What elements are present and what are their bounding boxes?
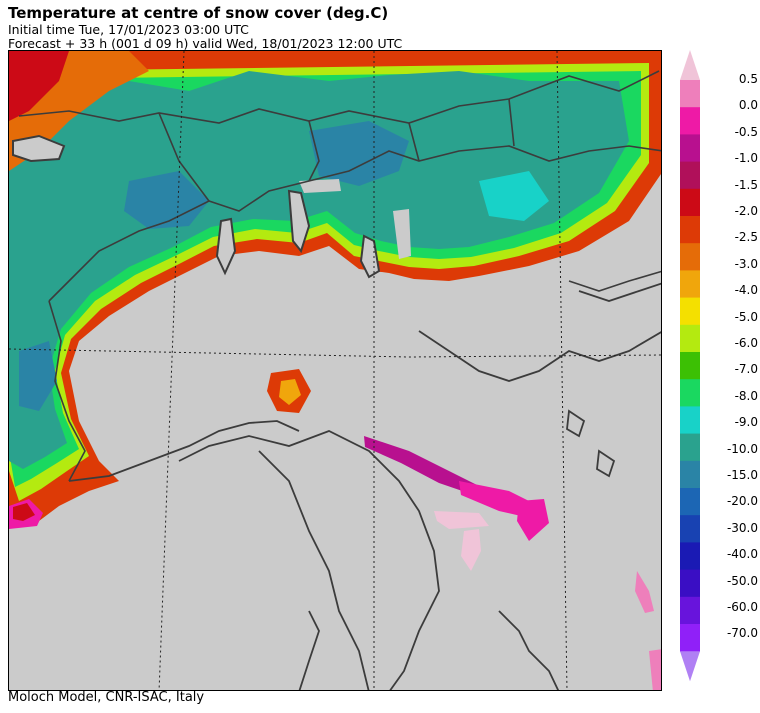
legend-swatch bbox=[680, 188, 700, 217]
border-france-italy bbox=[48, 300, 86, 482]
legend-bottom-arrow bbox=[680, 651, 700, 682]
coast-adriatic-islands bbox=[566, 409, 586, 438]
legend-swatch bbox=[680, 624, 700, 652]
legend-swatch bbox=[680, 216, 700, 244]
lake-como bbox=[287, 189, 311, 254]
map-title: Temperature at centre of snow cover (deg… bbox=[8, 4, 389, 22]
borders-layer bbox=[18, 70, 661, 482]
legend-swatch bbox=[680, 542, 700, 571]
coastlines-layer bbox=[68, 282, 661, 690]
snow-core-colder-3 bbox=[19, 341, 57, 411]
legend-label: -40.0 bbox=[726, 547, 758, 562]
valley-adige-gap bbox=[299, 179, 341, 193]
legend-label: -4.0 bbox=[734, 283, 758, 298]
border-switzerland-inner bbox=[158, 112, 320, 202]
legend-label: -8.0 bbox=[734, 388, 758, 403]
apennine-snow-5 bbox=[434, 511, 489, 529]
legend-top-arrow bbox=[680, 50, 700, 80]
snow-edge-cyan bbox=[479, 171, 549, 221]
legend-bar bbox=[680, 50, 700, 682]
legend-label: -50.0 bbox=[726, 573, 758, 588]
valley-po-gap bbox=[393, 209, 411, 259]
legend-swatch bbox=[680, 324, 700, 353]
border-alps-italy bbox=[48, 145, 661, 302]
legend-swatch bbox=[680, 107, 700, 135]
coast-adriatic bbox=[418, 330, 661, 382]
snow-warm-corner-red bbox=[9, 51, 69, 121]
legend-swatch bbox=[680, 243, 700, 271]
legend-swatch bbox=[680, 488, 700, 516]
apennine-snow-8 bbox=[635, 571, 654, 613]
coast-corsica bbox=[298, 610, 320, 690]
legend-label: -1.0 bbox=[734, 151, 758, 166]
snow-field-layer bbox=[9, 51, 661, 690]
legend-label: -60.0 bbox=[726, 600, 758, 614]
legend-swatch bbox=[680, 134, 700, 163]
coast-adriatic-east bbox=[578, 282, 661, 302]
forecast-validity: Forecast + 33 h (001 d 09 h) valid Wed, … bbox=[8, 36, 403, 51]
legend-label: -1.5 bbox=[734, 177, 758, 192]
legend-label: -6.0 bbox=[734, 336, 758, 350]
coast-ligurian bbox=[68, 420, 300, 482]
legend-swatch bbox=[680, 352, 700, 380]
lake-maggiore bbox=[215, 217, 237, 276]
initial-time: Initial time Tue, 17/01/2023 03:00 UTC bbox=[8, 22, 249, 37]
model-credit: Moloch Model, CNR-ISAC, Italy bbox=[8, 690, 205, 705]
legend-swatch bbox=[680, 161, 700, 190]
forecast-map bbox=[8, 50, 662, 691]
coast-sardinia bbox=[498, 610, 560, 690]
legend-label: -10.0 bbox=[726, 441, 758, 456]
graticule-meridian-3 bbox=[556, 51, 568, 690]
legend-swatch bbox=[680, 596, 700, 625]
legend-swatch bbox=[680, 569, 700, 598]
apennine-snow-7 bbox=[517, 499, 549, 541]
legend-label: -3.0 bbox=[734, 256, 758, 271]
snow-bottom-left-red bbox=[13, 503, 35, 521]
legend-label: -2.0 bbox=[734, 204, 758, 218]
legend-swatch bbox=[680, 80, 700, 108]
coast-tyrrhenian bbox=[178, 430, 440, 690]
legend-label: -30.0 bbox=[726, 520, 758, 535]
apennine-snow-3 bbox=[364, 436, 479, 496]
legend-swatch bbox=[680, 433, 700, 462]
legend-swatch bbox=[680, 297, 700, 326]
apennine-snow-2 bbox=[279, 379, 301, 405]
legend-label: 0.5 bbox=[738, 72, 758, 86]
legend-label: -7.0 bbox=[734, 362, 758, 377]
graticule-parallel-1 bbox=[9, 348, 661, 358]
snow-bottom-right bbox=[649, 649, 661, 690]
legend-label: -0.5 bbox=[734, 124, 758, 139]
border-alps-north bbox=[18, 70, 660, 124]
lakes-layer bbox=[12, 134, 411, 279]
legend-label: -5.0 bbox=[734, 309, 758, 324]
legend-label: 0.0 bbox=[738, 98, 758, 113]
legend-label: -9.0 bbox=[734, 415, 758, 430]
lake-geneva bbox=[12, 134, 66, 163]
graticule-layer bbox=[9, 51, 661, 690]
legend-swatch bbox=[680, 460, 700, 489]
snow-core-colder-1 bbox=[309, 121, 409, 186]
coast-adriatic-islands-2 bbox=[596, 449, 616, 478]
legend-label: -2.5 bbox=[734, 230, 758, 245]
legend-swatch bbox=[680, 270, 700, 299]
coast-tyrrhenian-south bbox=[258, 450, 370, 690]
color-legend bbox=[678, 50, 702, 692]
legend-swatch bbox=[680, 406, 700, 435]
legend-label: -20.0 bbox=[726, 494, 758, 509]
map-graphic bbox=[9, 51, 661, 690]
legend-label: -15.0 bbox=[726, 468, 758, 482]
border-slovenia bbox=[568, 270, 661, 292]
legend-label: -70.0 bbox=[726, 626, 758, 641]
legend-swatch bbox=[680, 515, 700, 543]
snow-core-colder-2 bbox=[124, 171, 209, 229]
apennine-snow-6 bbox=[461, 529, 481, 571]
border-austria-inner bbox=[408, 98, 515, 162]
snow-core-cold bbox=[9, 71, 629, 469]
legend-swatch bbox=[680, 379, 700, 407]
graticule-meridian-1 bbox=[158, 51, 185, 690]
